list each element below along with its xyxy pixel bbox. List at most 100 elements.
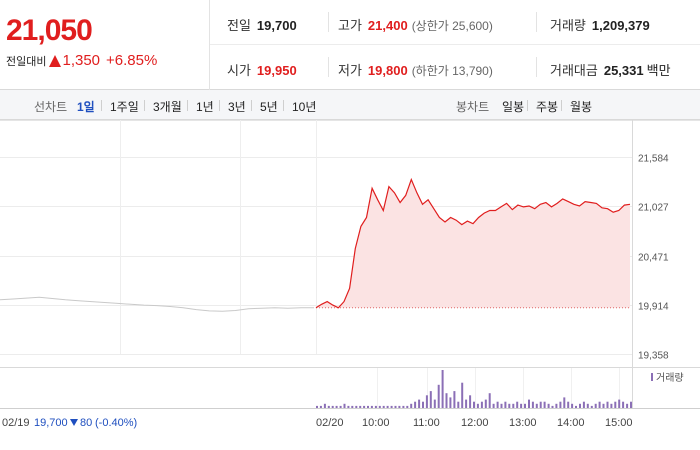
volume-bar bbox=[531, 401, 534, 408]
prev-day-change: 80 bbox=[80, 417, 92, 429]
volume-bar bbox=[351, 405, 354, 408]
tab-1-day[interactable]: 1일 bbox=[77, 100, 95, 114]
volume-bar bbox=[488, 393, 491, 408]
triangle-down-icon bbox=[70, 419, 78, 426]
volume-bar bbox=[473, 401, 475, 408]
price-chart: 21,584 21,027 20,471 19,914 19,358 거래량 02/20… bbox=[0, 120, 700, 450]
chart-grid bbox=[0, 120, 700, 409]
stat-trade-amount: 거래대금 25,331 백만 bbox=[550, 63, 671, 78]
volume-bar bbox=[476, 403, 479, 408]
volume-bar bbox=[363, 405, 366, 408]
y-axis-labels: 21,584 21,027 20,471 19,914 19,358 bbox=[638, 154, 669, 362]
change-percent: +6.85% bbox=[106, 52, 158, 69]
x-axis: 02/20 10:00 11:00 12:00 13:00 14:00 15:00 02/19… bbox=[2, 417, 633, 429]
volume-bar bbox=[370, 405, 373, 408]
volume-bar bbox=[441, 370, 444, 408]
y-tick-label: 19,914 bbox=[638, 302, 669, 313]
volume-bar bbox=[524, 403, 526, 408]
tab-1-year[interactable]: 1년 bbox=[196, 100, 214, 114]
tab-3-years[interactable]: 3년 bbox=[228, 100, 246, 114]
tab-10-years[interactable]: 10년 bbox=[292, 100, 317, 114]
volume-bar bbox=[457, 401, 460, 408]
volume-bar bbox=[614, 401, 617, 408]
volume-bar bbox=[422, 401, 424, 408]
volume-bar bbox=[465, 399, 468, 408]
volume-bar bbox=[579, 403, 581, 408]
volume-bar bbox=[539, 401, 542, 408]
volume-bar bbox=[484, 399, 487, 408]
volume-bar bbox=[433, 399, 436, 408]
volume-bar bbox=[398, 405, 401, 408]
volume-bar bbox=[402, 405, 405, 408]
x-tick-label: 11:00 bbox=[413, 417, 440, 429]
prev-day-pct: (-0.40%) bbox=[95, 417, 137, 429]
volume-bar bbox=[626, 403, 629, 408]
volume-bar bbox=[598, 401, 601, 408]
volume-bar bbox=[492, 403, 495, 408]
stats-row-1: 전일 19,700 고가 21,400 (상한가 25,600) 거래량 1,209,3… bbox=[210, 0, 700, 45]
volume-bar bbox=[319, 405, 322, 408]
volume-bar bbox=[327, 405, 330, 408]
tab-monthly-candle[interactable]: 월봉 bbox=[570, 100, 593, 114]
volume-bar bbox=[394, 405, 397, 408]
volume-bar bbox=[390, 405, 393, 408]
x-tick-label: 15:00 bbox=[605, 417, 633, 429]
stat-volume: 거래량 1,209,379 bbox=[550, 18, 650, 33]
volume-bars: 거래량 bbox=[316, 370, 684, 408]
volume-bar bbox=[535, 403, 538, 408]
volume-bar bbox=[543, 401, 546, 408]
stat-high: 고가 21,400 (상한가 25,600) bbox=[338, 18, 493, 33]
volume-bar bbox=[406, 405, 409, 408]
volume-bar bbox=[496, 401, 499, 408]
volume-bar bbox=[425, 395, 428, 408]
stat-low: 저가 19,800 (하한가 13,790) bbox=[338, 63, 493, 78]
volume-bar bbox=[590, 405, 593, 408]
volume-bar bbox=[331, 405, 334, 408]
plot-area bbox=[0, 177, 631, 312]
volume-bar bbox=[378, 405, 381, 408]
tab-1-week[interactable]: 1주일 bbox=[110, 100, 139, 114]
volume-bar bbox=[622, 401, 625, 408]
prev-day-line bbox=[0, 296, 314, 312]
today-area bbox=[316, 179, 630, 308]
tab-3-months[interactable]: 3개월 bbox=[153, 100, 182, 114]
tab-daily-candle[interactable]: 일봉 bbox=[502, 100, 525, 114]
prev-day-date: 02/19 bbox=[2, 417, 30, 429]
stats-row-2: 시가 19,950 저가 19,800 (하한가 13,790) 거래대금 25,331… bbox=[210, 45, 700, 90]
volume-bar bbox=[469, 395, 472, 408]
volume-bar bbox=[582, 401, 585, 408]
volume-bar bbox=[528, 399, 530, 408]
volume-bar bbox=[382, 405, 385, 408]
volume-bar bbox=[610, 403, 613, 408]
current-price-box: 21,050 전일대비 1,350 +6.85% bbox=[0, 0, 210, 90]
volume-bar bbox=[586, 403, 589, 408]
volume-bar bbox=[563, 397, 566, 408]
volume-bar bbox=[575, 405, 577, 408]
tab-5-years[interactable]: 5년 bbox=[260, 100, 278, 114]
volume-bar bbox=[567, 401, 570, 408]
volume-bar bbox=[602, 403, 605, 408]
volume-bar bbox=[555, 403, 558, 408]
volume-bar bbox=[316, 405, 318, 408]
current-price: 21,050 bbox=[6, 14, 93, 47]
volume-legend-swatch bbox=[651, 373, 653, 381]
line-chart-label: 선차트 bbox=[34, 100, 68, 114]
volume-bar bbox=[606, 401, 609, 408]
volume-bar bbox=[339, 405, 342, 408]
tab-weekly-candle[interactable]: 주봉 bbox=[536, 100, 559, 114]
chart-tab-bar: 선차트 1일 1주일 3개월 1년 3년 5년 10년 봉차트 일봉 주봉 월봉 bbox=[0, 90, 700, 120]
volume-bar bbox=[386, 405, 389, 408]
volume-bar bbox=[437, 384, 440, 408]
volume-legend-label: 거래량 bbox=[656, 372, 684, 384]
volume-bar bbox=[571, 403, 574, 408]
volume-bar bbox=[335, 405, 338, 408]
volume-bar bbox=[449, 397, 452, 408]
change-row: 전일대비 1,350 +6.85% bbox=[6, 52, 157, 69]
volume-bar bbox=[355, 405, 358, 408]
stat-open: 시가 19,950 bbox=[227, 63, 297, 78]
y-tick-label: 19,358 bbox=[638, 351, 669, 362]
y-tick-label: 21,027 bbox=[638, 203, 669, 214]
volume-bar bbox=[630, 401, 632, 408]
volume-bar bbox=[594, 403, 597, 408]
volume-bar bbox=[418, 399, 421, 408]
